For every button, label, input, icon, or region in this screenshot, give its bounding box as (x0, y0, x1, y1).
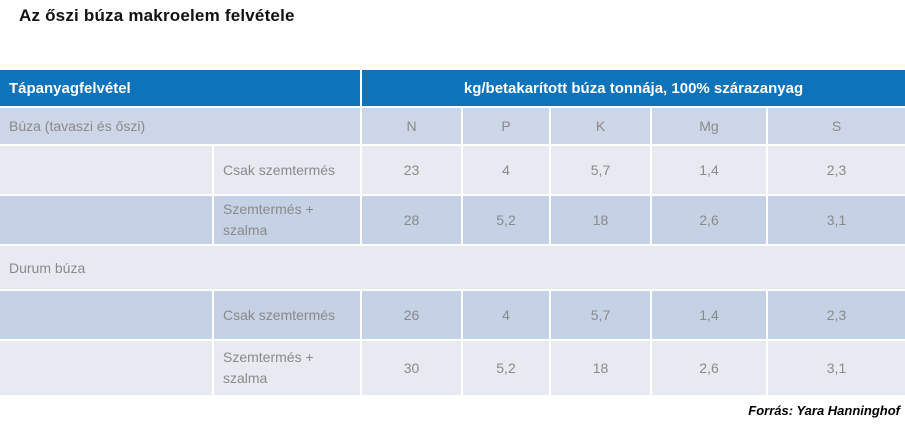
table-header-right-cell: kg/betakarított búza tonnája, 100% szára… (362, 70, 905, 106)
page-title: Az őszi búza makroelem felvétele (19, 6, 295, 25)
column-header-s: S (768, 108, 905, 144)
value-cell: 4 (463, 291, 549, 339)
value-cell: 28 (362, 196, 461, 244)
value-cell: 2,3 (768, 291, 905, 339)
value-cell: 4 (463, 146, 549, 194)
value-cell: 18 (551, 341, 650, 395)
value-cell: 1,4 (652, 146, 766, 194)
row-spacer-cell (0, 196, 212, 244)
table-header-left-cell: Tápanyagfelvétel (0, 70, 360, 106)
row-label: Szemtermés + szalma (214, 196, 360, 244)
row-spacer-cell (0, 341, 212, 395)
value-cell: 18 (551, 196, 650, 244)
value-cell: 5,2 (463, 196, 549, 244)
value-cell: 26 (362, 291, 461, 339)
row-spacer-cell (0, 146, 212, 194)
value-cell: 5,2 (463, 341, 549, 395)
value-cell: 2,3 (768, 146, 905, 194)
value-cell: 2,6 (652, 341, 766, 395)
value-cell: 23 (362, 146, 461, 194)
row-label: Szemtermés + szalma (214, 341, 360, 395)
row-spacer-cell (0, 291, 212, 339)
column-header-k: K (551, 108, 650, 144)
value-cell: 5,7 (551, 146, 650, 194)
column-header-mg: Mg (652, 108, 766, 144)
row-label: Csak szemtermés (214, 146, 360, 194)
source-attribution: Forrás: Yara Hanninghof (748, 403, 900, 418)
column-header-p: P (463, 108, 549, 144)
column-header-n: N (362, 108, 461, 144)
value-cell: 1,4 (652, 291, 766, 339)
value-cell: 30 (362, 341, 461, 395)
nutrient-uptake-table: Tápanyagfelvétel kg/betakarított búza to… (0, 70, 905, 395)
group-row-durum: Durum búza (0, 246, 905, 289)
value-cell: 5,7 (551, 291, 650, 339)
group-row-wheat: Búza (tavaszi és őszi) (0, 108, 360, 144)
value-cell: 3,1 (768, 341, 905, 395)
value-cell: 2,6 (652, 196, 766, 244)
value-cell: 3,1 (768, 196, 905, 244)
row-label: Csak szemtermés (214, 291, 360, 339)
